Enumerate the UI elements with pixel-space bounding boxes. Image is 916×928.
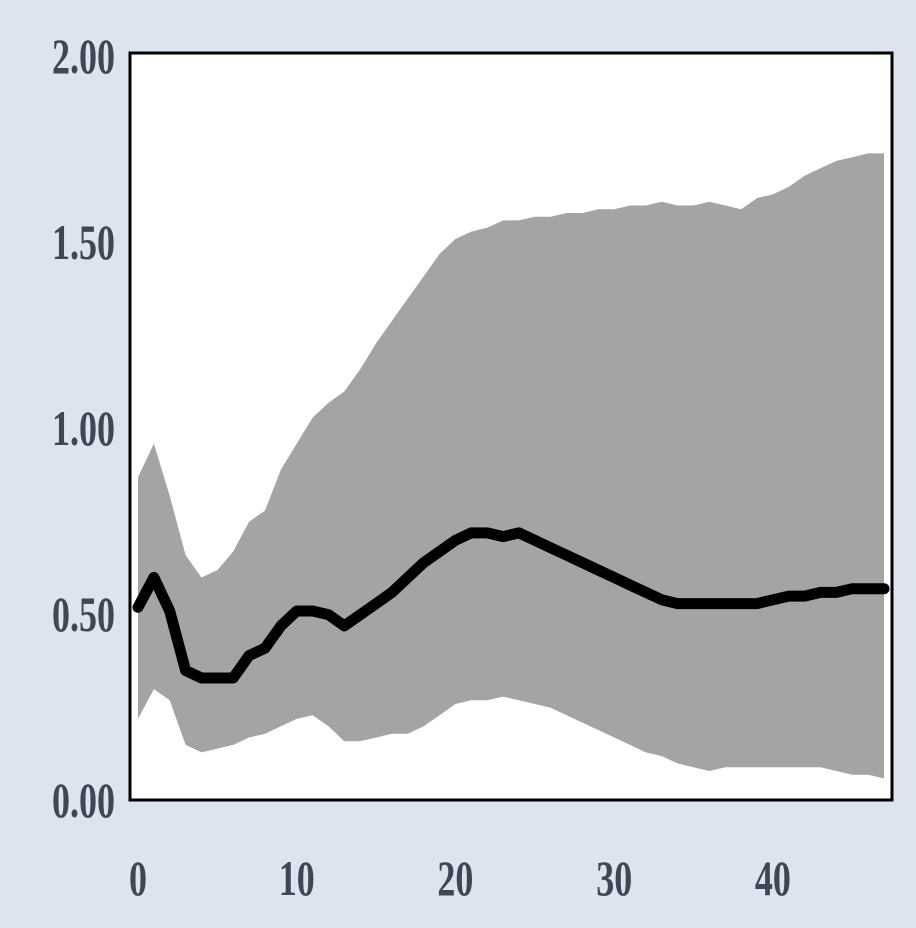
x-tick-label: 40 xyxy=(755,851,791,906)
x-tick-label: 20 xyxy=(437,851,473,906)
x-tick-label: 0 xyxy=(129,851,147,906)
series-line xyxy=(132,527,890,684)
plot-frame xyxy=(128,51,894,802)
y-tick-label: 0.00 xyxy=(52,773,115,828)
y-tick-label: 2.00 xyxy=(52,29,115,84)
x-tick-label: 30 xyxy=(596,851,632,906)
y-tick-label: 1.00 xyxy=(52,401,115,456)
confidence-band xyxy=(138,153,884,779)
x-tick-label: 10 xyxy=(279,851,315,906)
y-tick-label: 0.50 xyxy=(52,587,115,642)
y-tick-label: 1.50 xyxy=(52,215,115,270)
